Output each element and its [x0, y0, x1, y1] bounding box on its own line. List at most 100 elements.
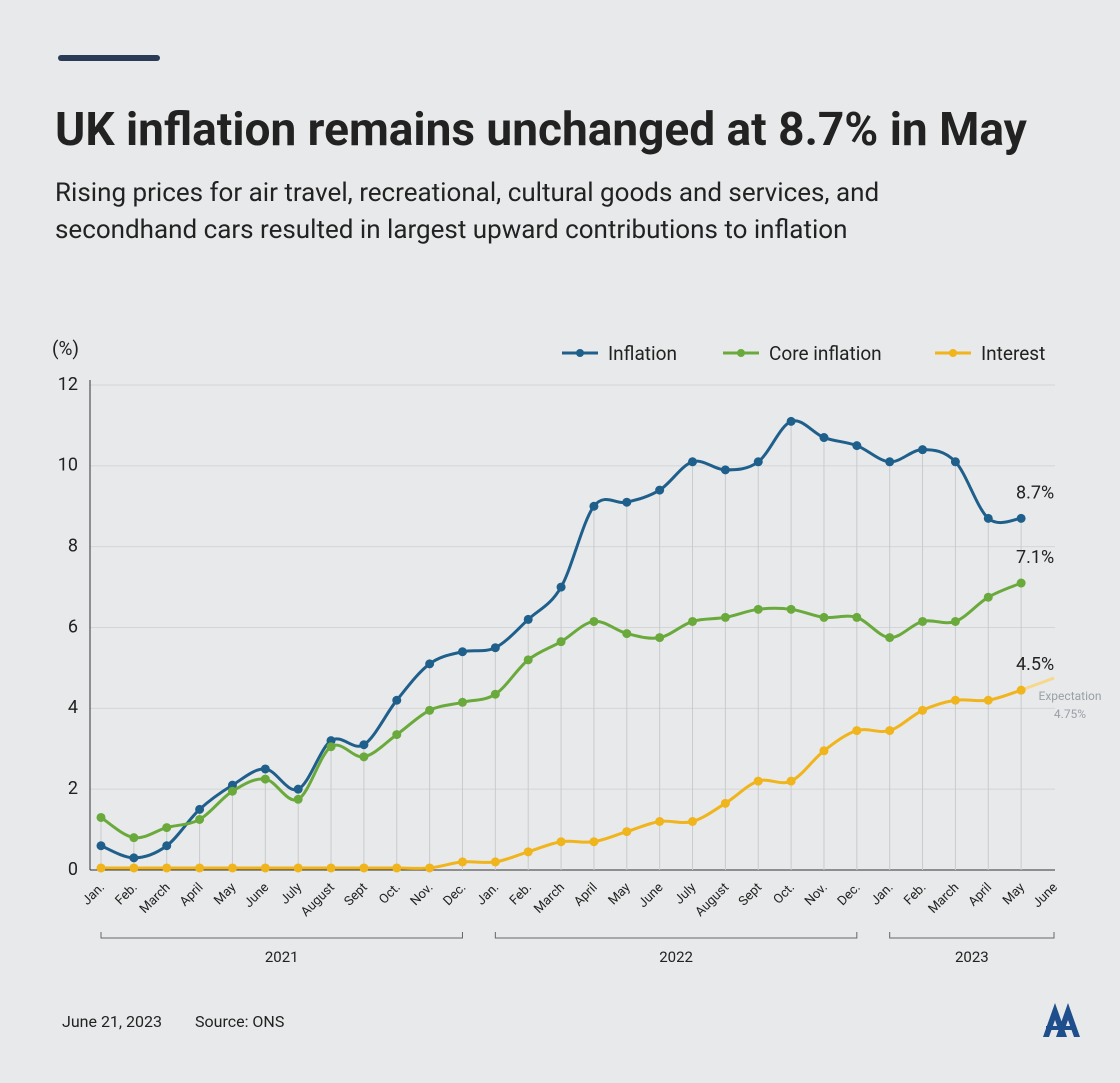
x-tick-label: May [211, 880, 239, 908]
logo [1043, 1003, 1080, 1037]
x-tick-label: May [1000, 880, 1028, 908]
accent-bar [58, 55, 160, 61]
data-point [195, 814, 205, 824]
data-point [162, 841, 172, 851]
data-point [195, 863, 205, 873]
data-point [129, 863, 139, 873]
y-tick-label: 4 [68, 697, 78, 718]
x-tick-label: June [636, 880, 667, 911]
x-tick-label: Sept [342, 880, 371, 909]
data-point [819, 612, 829, 622]
data-point [589, 616, 599, 626]
x-tick-label: Jan. [868, 880, 896, 908]
data-point [425, 705, 435, 715]
data-point [129, 853, 139, 863]
year-bracket [494, 932, 858, 939]
subtitle: Rising prices for air travel, recreation… [55, 178, 879, 208]
x-tick-label: May [606, 880, 634, 908]
legend-dot [737, 349, 745, 357]
data-point [227, 863, 237, 873]
data-point [1016, 685, 1026, 695]
data-point [523, 847, 533, 857]
x-tick-label: Feb. [901, 880, 929, 908]
data-point [457, 647, 467, 657]
data-point [556, 837, 566, 847]
data-point [622, 497, 632, 507]
footer-source: Source: ONS [195, 1012, 284, 1031]
data-point [852, 612, 862, 622]
data-point [392, 695, 402, 705]
x-tick-label: Dec. [835, 880, 864, 909]
year-bracket [100, 932, 463, 939]
data-point [885, 633, 895, 643]
x-tick-label: April [966, 880, 995, 909]
legend-label: Interest [981, 342, 1045, 365]
data-point [688, 817, 698, 826]
data-point [260, 774, 270, 784]
data-point [162, 823, 172, 833]
x-tick-label: March [137, 880, 174, 917]
x-tick-label: June [241, 880, 272, 911]
x-tick-label: March [926, 880, 963, 917]
x-tick-label: Dec. [441, 880, 470, 909]
subtitle: secondhand cars resulted in largest upwa… [55, 215, 847, 245]
data-point [490, 857, 500, 867]
expectation-line [1020, 676, 1055, 692]
legend-label: Inflation [608, 342, 677, 365]
data-point [392, 730, 402, 740]
data-point [655, 817, 665, 826]
x-tick-label: July [672, 880, 699, 907]
data-point [950, 616, 960, 626]
year-label: 2021 [265, 948, 299, 966]
data-point [227, 786, 237, 796]
x-tick-label: August [693, 880, 733, 920]
data-point [655, 633, 665, 643]
data-point [293, 863, 303, 873]
data-point [720, 465, 730, 475]
data-label: 4.5% [1016, 654, 1054, 675]
data-point [819, 433, 829, 443]
data-point [195, 804, 205, 814]
data-point [96, 841, 106, 851]
data-point [162, 863, 172, 873]
data-point [983, 513, 993, 523]
data-point [523, 655, 533, 665]
data-point [1016, 513, 1026, 523]
data-point [885, 457, 895, 467]
data-point [786, 604, 796, 614]
data-point [753, 457, 763, 467]
y-tick-label: 6 [68, 616, 78, 637]
data-point [786, 416, 796, 426]
data-point [918, 705, 928, 715]
data-point [688, 457, 698, 467]
data-point [786, 776, 796, 786]
x-tick-label: August [298, 880, 338, 920]
data-point [359, 752, 369, 762]
data-point [96, 863, 106, 873]
data-point [655, 485, 665, 495]
data-point [523, 614, 533, 624]
x-tick-label: Nov. [802, 880, 831, 909]
data-point [425, 659, 435, 669]
footer-date: June 21, 2023 [62, 1012, 162, 1031]
data-point [852, 726, 862, 736]
data-point [950, 457, 960, 467]
data-point [918, 445, 928, 455]
legend-dot [576, 349, 584, 357]
data-point [490, 689, 500, 699]
y-tick-label: 0 [68, 859, 78, 880]
data-point [753, 776, 763, 786]
x-tick-label: June [1030, 880, 1061, 911]
data-point [819, 746, 829, 756]
data-point [589, 837, 599, 847]
data-point [293, 794, 303, 804]
data-point [457, 857, 467, 867]
data-point [129, 833, 139, 843]
data-point [622, 629, 632, 639]
y-tick-label: 10 [58, 455, 78, 476]
data-point [260, 863, 270, 873]
data-point [425, 863, 435, 873]
year-label: 2023 [955, 948, 989, 966]
data-point [490, 643, 500, 653]
data-point [359, 863, 369, 873]
